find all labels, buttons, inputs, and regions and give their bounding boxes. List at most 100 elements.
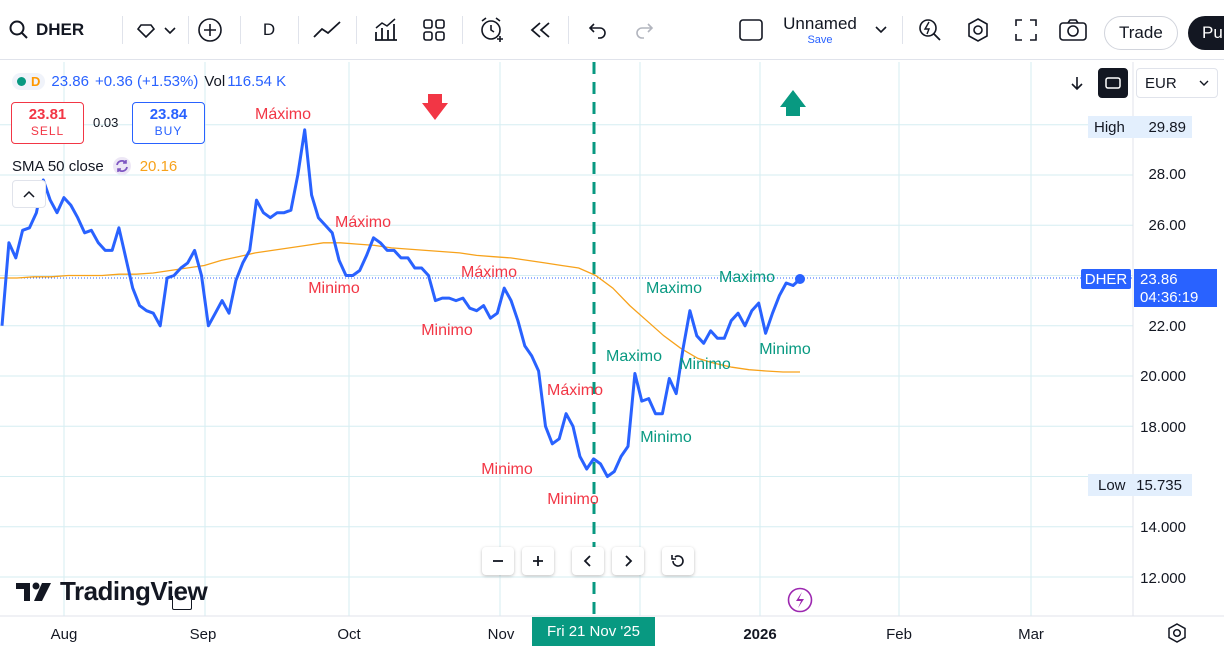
reset-icon <box>671 555 684 567</box>
annotations: Máximo Máximo Minimo Máximo Minimo Máximo Mini… <box>255 106 811 508</box>
annotation-label: Máximo <box>335 214 391 231</box>
undo-button[interactable] <box>582 10 614 50</box>
settings-button[interactable] <box>962 10 994 50</box>
buy-button[interactable]: 23.84 BUY <box>132 102 205 144</box>
reset-chart-button[interactable] <box>662 547 694 575</box>
time-scale-settings[interactable] <box>1166 622 1188 644</box>
lightning-icon <box>787 587 813 613</box>
collapse-legend-button[interactable] <box>12 180 46 208</box>
loading-icon <box>112 157 131 175</box>
price-tick-label: 20.000 <box>1140 368 1186 385</box>
minus-icon <box>493 560 503 562</box>
indicators-button[interactable] <box>370 10 402 50</box>
time-tick-label: Nov <box>487 626 515 643</box>
buy-price: 23.84 <box>149 106 188 123</box>
sma-label: SMA 50 close <box>12 157 104 175</box>
compare-button[interactable] <box>128 10 184 50</box>
trade-button[interactable]: Trade <box>1104 16 1178 50</box>
legend-price: 23.86 <box>51 73 89 90</box>
sma-value: 20.16 <box>139 157 178 175</box>
price-tick-label: 12.000 <box>1140 570 1186 587</box>
layout-toggle[interactable] <box>736 10 766 50</box>
layout-name: Unnamed <box>783 13 857 33</box>
spread-value: 0.03 <box>93 115 119 130</box>
rewind-icon <box>530 22 550 38</box>
annotation-label: Máximo <box>461 264 517 281</box>
price-tick-label: 22.00 <box>1148 318 1186 335</box>
sell-button[interactable]: 23.81 SELL <box>11 102 84 144</box>
scroll-left-button[interactable] <box>572 547 604 575</box>
price-line <box>0 128 802 478</box>
annotation-label: Minimo <box>640 429 692 446</box>
replay-button[interactable] <box>524 10 556 50</box>
legend-row: D 23.86 +0.36 (+1.53%) Vol 116.54 K <box>12 73 286 90</box>
scroll-down-button[interactable] <box>1062 68 1092 98</box>
bar-chart-icon <box>375 18 397 41</box>
annotation-label: Minimo <box>481 461 533 478</box>
tradingview-logo[interactable]: TradingView <box>16 576 208 607</box>
low-label: Low <box>1098 476 1126 494</box>
last-price-dot <box>795 274 805 285</box>
time-tick-label: Oct <box>337 626 361 643</box>
add-symbol-button[interactable] <box>196 10 224 50</box>
time-tick-label: 2026 <box>743 626 777 643</box>
line-chart-icon <box>313 21 341 38</box>
layout-name-button[interactable]: Unnamed Save <box>774 10 866 50</box>
symbol-price-tag: DHER <box>1081 269 1131 289</box>
redo-icon <box>636 23 654 39</box>
snapshot-button[interactable] <box>1056 10 1090 50</box>
chart-type-button[interactable] <box>310 10 344 50</box>
zoom-out-button[interactable] <box>482 547 514 575</box>
divider <box>462 16 463 44</box>
annotation-label: Minimo <box>547 491 599 508</box>
grid-icon <box>423 19 445 41</box>
annotation-label: Maximo <box>719 269 775 286</box>
fullscreen-icon <box>1015 19 1037 41</box>
redo-button[interactable] <box>628 10 660 50</box>
high-value: 29.89 <box>1148 118 1186 136</box>
arrow-down-icon <box>1071 77 1083 91</box>
zoom-in-button[interactable] <box>522 547 554 575</box>
divider <box>568 16 569 44</box>
interval-button[interactable]: D <box>262 20 276 39</box>
market-status[interactable]: D <box>12 73 46 90</box>
divider <box>240 16 241 44</box>
tv-logo-icon <box>16 582 51 601</box>
currency-select[interactable]: EUR <box>1136 68 1218 98</box>
chevron-right-icon <box>625 555 633 567</box>
scroll-right-button[interactable] <box>612 547 644 575</box>
publish-button[interactable]: Pu <box>1188 16 1224 50</box>
high-label: High <box>1094 118 1125 136</box>
last-price: 23.86 <box>1140 271 1178 288</box>
templates-button[interactable] <box>418 10 450 50</box>
alert-button[interactable] <box>476 10 508 50</box>
annotation-label: Maximo <box>646 280 702 297</box>
fullscreen-button[interactable] <box>1010 10 1042 50</box>
undo-icon <box>588 23 606 39</box>
camera-icon <box>1059 19 1087 41</box>
square-icon <box>739 19 763 41</box>
chevron-down-icon <box>1199 80 1209 86</box>
annotation-label: Minimo <box>308 280 360 297</box>
layout-menu[interactable] <box>870 10 892 50</box>
flash-button[interactable] <box>787 587 813 613</box>
low-label-tag: Low 15.735 <box>1088 474 1192 496</box>
chevron-down-icon <box>875 26 887 34</box>
snapshot-tray-icon[interactable] <box>172 596 192 610</box>
price-tick-label: 14.000 <box>1140 519 1186 536</box>
crosshair-time-label: Fri 21 Nov '25 <box>532 617 655 646</box>
chevron-up-icon <box>23 190 35 198</box>
symbol-search[interactable]: DHER <box>0 10 122 50</box>
divider <box>122 16 123 44</box>
save-label: Save <box>807 33 833 46</box>
status-dot-icon <box>17 77 26 86</box>
divider <box>902 16 903 44</box>
quick-search-button[interactable] <box>914 10 946 50</box>
annotation-label: Minimo <box>759 341 811 358</box>
sma-legend[interactable]: SMA 50 close 20.16 <box>12 156 177 176</box>
auto-scale-button[interactable] <box>1098 68 1128 98</box>
annotation-label: Minimo <box>679 356 731 373</box>
volume-label: Vol <box>204 73 226 90</box>
